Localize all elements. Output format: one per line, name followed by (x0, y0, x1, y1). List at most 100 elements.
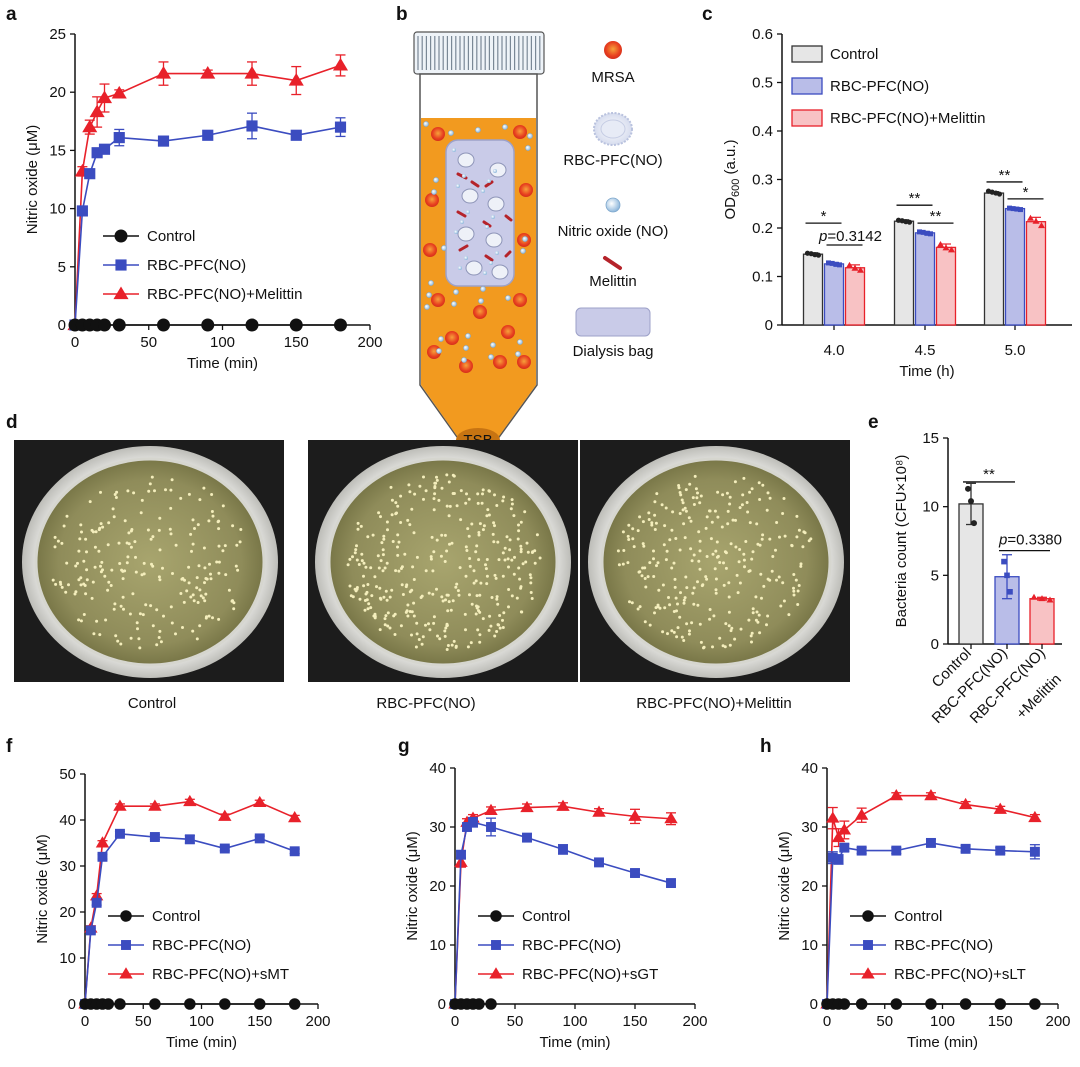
bacterial-colony (140, 573, 144, 577)
bacterial-colony (792, 573, 796, 576)
bacterial-colony (469, 641, 473, 645)
bacterial-colony (364, 565, 368, 569)
bacterial-colony (492, 521, 496, 525)
bacterial-colony (182, 600, 186, 604)
ylabel-sub: 600 (730, 179, 742, 197)
bacterial-colony (146, 528, 150, 532)
bacterial-colony (749, 634, 753, 638)
bacterial-colony (217, 544, 221, 548)
bacterial-colony (433, 492, 437, 496)
data-point-triangle (592, 805, 606, 817)
data-point-triangle (82, 119, 98, 133)
bacterial-colony (484, 563, 487, 567)
bacterial-colony (712, 614, 716, 618)
mrsa-cell (459, 359, 473, 373)
bacterial-colony (517, 529, 521, 533)
bacterial-colony (684, 509, 688, 513)
bacterial-colony (232, 607, 236, 611)
bacterial-colony (704, 526, 708, 530)
bacterial-colony (437, 498, 441, 502)
data-point-square (839, 842, 850, 853)
bacterial-colony (475, 544, 479, 548)
bacterial-colony (705, 577, 709, 581)
ylabel-main: OD (722, 197, 739, 220)
x-axis-label: Time (min) (187, 355, 258, 372)
bacterial-colony (761, 533, 765, 537)
bacterial-colony (427, 591, 431, 595)
bacterial-colony (445, 648, 449, 651)
bacterial-colony (680, 635, 684, 639)
bacterial-colony (476, 501, 480, 505)
bacterial-colony (653, 513, 657, 517)
bacterial-colony (538, 556, 542, 560)
bacterial-colony (169, 488, 173, 492)
data-point-triangle (218, 809, 232, 821)
no-dot (490, 342, 496, 348)
bacterial-colony (181, 626, 184, 629)
bacterial-colony (523, 510, 527, 514)
bacterial-colony (195, 637, 199, 641)
y-tick-label: 5 (58, 259, 66, 276)
bacterial-colony (126, 489, 130, 493)
legend-marker-circle (114, 229, 128, 243)
x-tick-label: 0 (81, 1013, 89, 1030)
bacterial-colony (83, 584, 87, 587)
bacterial-colony (106, 543, 110, 547)
bacterial-colony (363, 608, 367, 612)
bacterial-colony (664, 558, 668, 562)
bacterial-colony (158, 629, 162, 633)
mrsa-cell (431, 293, 445, 307)
bacterial-colony (203, 599, 207, 603)
bacterial-colony (678, 548, 682, 552)
bacterial-colony (743, 565, 746, 569)
bacterial-colony (174, 632, 177, 636)
bacterial-colony (687, 632, 691, 636)
bacterial-colony (201, 596, 205, 600)
bacterial-colony (384, 589, 388, 593)
bacterial-colony (386, 624, 390, 628)
bacterial-colony (443, 560, 447, 563)
bacterial-colony (519, 544, 523, 548)
bacterial-colony (198, 588, 202, 592)
bacterial-colony (396, 545, 399, 549)
plate-caption-control: Control (128, 695, 176, 712)
bacterial-colony (715, 555, 719, 559)
data-point-triangle (958, 797, 973, 810)
bacterial-colony (401, 593, 405, 596)
bacterial-colony (399, 624, 403, 628)
bacterial-colony (427, 622, 430, 626)
bacterial-colony (364, 592, 368, 596)
bacterial-colony (168, 527, 172, 531)
mrsa-cell (517, 355, 531, 369)
bacterial-colony (742, 552, 746, 556)
no-dot (463, 345, 469, 351)
bacterial-colony (519, 550, 523, 554)
bacterial-colony (394, 512, 398, 516)
bacterial-colony (728, 502, 732, 506)
no-dot (483, 271, 487, 275)
data-point-triangle (183, 794, 197, 807)
bacterial-colony (529, 576, 533, 580)
y-axis-label: Bacteria count (CFU×10⁸) (893, 455, 910, 628)
bacterial-colony (724, 566, 728, 570)
bacterial-colony (472, 581, 476, 585)
bacterial-colony (718, 561, 722, 564)
bacterial-colony (631, 527, 635, 531)
bacterial-colony (501, 551, 505, 555)
bacterial-colony (403, 552, 407, 556)
bacterial-colony (217, 519, 221, 523)
data-point-circle (925, 998, 937, 1010)
bacterial-colony (353, 551, 357, 555)
bacterial-colony (468, 593, 471, 597)
bacterial-colony (502, 611, 506, 615)
y-axis-label: Nitric oxide (μM) (34, 834, 51, 943)
bacterial-colony (797, 528, 801, 532)
bacterial-colony (467, 534, 471, 538)
plate-caption-rbc: RBC-PFC(NO) (376, 695, 475, 712)
bacterial-colony (208, 562, 211, 566)
bacterial-colony (680, 498, 684, 502)
bacterial-colony (351, 555, 354, 559)
legend-label: RBC-PFC(NO) (522, 937, 621, 954)
bacterial-colony (512, 514, 516, 518)
bacterial-colony (377, 566, 381, 570)
